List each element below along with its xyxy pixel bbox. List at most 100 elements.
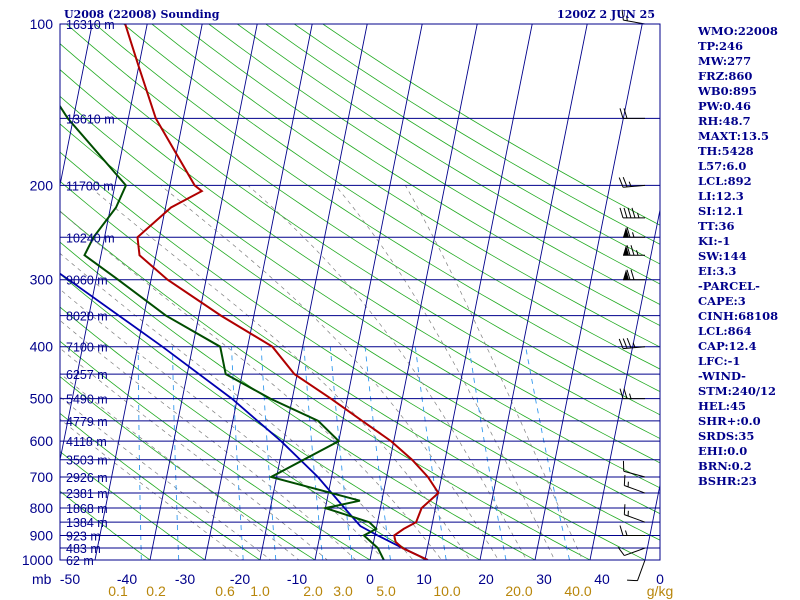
height-label: 4118 m — [66, 435, 107, 449]
wind-barb — [618, 338, 646, 350]
wind-barb-flag — [626, 269, 631, 280]
mixing-ratio-line — [260, 346, 277, 560]
moist-adiabat-line — [60, 319, 357, 560]
dewpoint-profile-line — [60, 104, 385, 560]
wind-barb-flag — [623, 475, 626, 486]
wind-barb — [623, 504, 646, 523]
stat-item: TH:5428 — [698, 144, 754, 158]
temperature-tick-label: 30 — [536, 571, 552, 587]
temperature-tick-label: 40 — [594, 571, 610, 587]
wind-barb-flag — [621, 9, 624, 21]
wind-barb-flag — [619, 207, 624, 219]
isotherm-line — [589, 207, 660, 560]
pressure-tick-label: 900 — [30, 527, 54, 543]
moist-adiabat-line — [160, 185, 499, 560]
wind-barb — [623, 269, 645, 281]
stat-item: -WIND- — [698, 369, 746, 383]
wind-barb-half-flag — [628, 181, 632, 187]
dry-adiabat-line — [208, 24, 660, 306]
dry-adiabat-line — [60, 241, 536, 560]
height-label: 1384 m — [66, 516, 108, 530]
temperature-tick-label: 20 — [478, 571, 494, 587]
mixing-ratio-tick-label: 5.0 — [376, 583, 396, 599]
isotherm-line — [60, 24, 148, 463]
wind-barb — [619, 207, 645, 219]
temperature-tick-label: 10 — [416, 571, 432, 587]
wind-barb — [622, 460, 646, 478]
height-label: 16310 m — [66, 18, 115, 32]
isotherm-line — [424, 24, 533, 560]
wind-barb-staff — [624, 514, 646, 523]
stat-item: LFC:-1 — [698, 354, 741, 368]
dry-adiabat-line — [60, 123, 660, 515]
height-label: 3503 m — [66, 454, 108, 468]
moist-adiabat-line — [60, 347, 328, 560]
wind-barb-staff — [624, 547, 646, 557]
dry-adiabat-line — [60, 210, 591, 560]
wind-barb-flag — [631, 207, 636, 219]
stat-item: MAXT:13.5 — [698, 129, 769, 143]
moist-adiabat-line — [60, 252, 414, 560]
wind-barb-pennant — [623, 269, 629, 280]
stat-item: MW:277 — [698, 54, 752, 68]
pressure-tick-label: 300 — [30, 272, 54, 288]
moist-adiabat-line — [87, 185, 471, 560]
height-label: 7100 m — [66, 341, 108, 355]
wind-barb-flag — [630, 269, 635, 280]
mixing-ratio-line — [414, 346, 447, 560]
moist-adiabat-line — [60, 372, 300, 560]
stat-item: TT:36 — [698, 219, 735, 233]
mixing-ratio-line — [137, 346, 142, 560]
stat-item: SRDS:35 — [698, 429, 755, 443]
dry-adiabat-line — [60, 412, 261, 560]
wind-barb — [618, 177, 646, 188]
temperature-tick-label: -40 — [117, 571, 137, 587]
dry-adiabat-line — [60, 69, 660, 464]
wind-barb — [619, 388, 645, 400]
height-label: 2381 m — [66, 487, 108, 501]
wind-barb-flag — [623, 108, 628, 119]
profile-lines — [60, 24, 440, 560]
wind-barb — [621, 9, 646, 25]
stat-item: CAPE:3 — [698, 294, 746, 308]
wind-barb-flag — [619, 525, 624, 536]
stat-item: WB0:895 — [698, 84, 757, 98]
wind-barb-flag — [619, 388, 624, 399]
wind-barb-flag — [623, 504, 626, 515]
dry-adiabat-line — [60, 376, 316, 560]
wind-barbs — [617, 9, 646, 582]
wind-barb-pennant — [623, 245, 629, 256]
dry-adiabat-line — [60, 95, 660, 489]
mixing-ratio-tick-label: 2.0 — [303, 583, 323, 599]
moist-adiabat-line — [60, 418, 244, 560]
wind-barb-flag — [627, 579, 638, 582]
temperature-tick-label: -50 — [60, 571, 80, 587]
stat-item: BSHR:23 — [698, 474, 757, 488]
temperature-tick-label: -10 — [287, 571, 307, 587]
mixing-ratio-tick-label: 0.6 — [215, 583, 235, 599]
isotherm-line — [479, 24, 588, 560]
wind-barb — [623, 245, 645, 256]
dry-adiabat-line — [60, 151, 660, 541]
wind-barb-flag — [630, 245, 635, 256]
parcel-trace-line — [60, 272, 429, 560]
stat-item: EHI:0.0 — [698, 444, 748, 458]
dry-adiabat-line — [151, 24, 660, 348]
stat-item: -PARCEL- — [698, 279, 760, 293]
mixing-ratio-tick-label: 0.2 — [146, 583, 166, 599]
valid-time: 1200Z 2 JUN 25 — [557, 8, 655, 21]
isotherm-line — [60, 24, 93, 188]
stat-item: LCL:892 — [698, 174, 752, 188]
wind-barb-staff — [623, 470, 646, 478]
wind-barb-flag — [618, 177, 624, 188]
stat-item: SI:12.1 — [698, 204, 744, 218]
stat-item: WMO:22008 — [698, 24, 778, 38]
mixing-ratio-tick-label: 3.0 — [333, 583, 353, 599]
height-label: 62 m — [66, 554, 94, 568]
stat-item: HEL:45 — [698, 399, 746, 413]
mixing-ratio-line — [468, 346, 507, 560]
mixing-ratio-tick-label: 40.0 — [564, 583, 591, 599]
height-label: 4779 m — [66, 415, 108, 429]
